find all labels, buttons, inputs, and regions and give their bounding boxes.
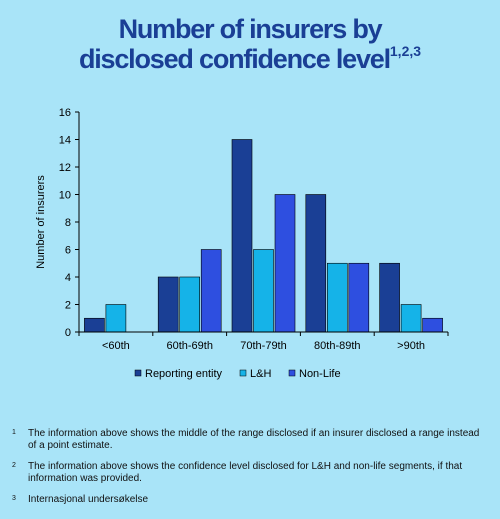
bar-reporting-entity-4 xyxy=(379,262,400,333)
bar-non-life-2 xyxy=(274,194,296,333)
x-tick-label: 80th-89th xyxy=(314,340,360,352)
bar-reporting-entity-1 xyxy=(157,276,179,333)
chart-title: Number of insurers by disclosed confiden… xyxy=(0,14,500,74)
title-superscript: 1,2,3 xyxy=(389,43,422,59)
legend-swatch-non-life xyxy=(288,369,296,377)
bar-non-life-3 xyxy=(348,262,370,333)
y-axis-label: Number of insurers xyxy=(35,175,47,269)
legend-label-l-h: L&H xyxy=(250,368,271,380)
x-tick-label: >90th xyxy=(397,340,425,352)
title-line-2-text: disclosed confidence level xyxy=(78,44,391,74)
y-tick-label: 14 xyxy=(59,135,71,147)
y-tick-label: 10 xyxy=(59,190,71,202)
x-axis-ticks: <60th 60th-69th 70th-79th 80th-89th >90th xyxy=(78,332,449,352)
footnote-number: 2 xyxy=(12,462,16,469)
footnote-number: 1 xyxy=(12,429,16,436)
footnotes: 1 The information above shows the middle… xyxy=(12,428,482,515)
bars xyxy=(84,139,443,333)
legend-label-reporting-entity: Reporting entity xyxy=(145,368,223,380)
bar-l-h-3 xyxy=(326,262,348,333)
x-tick-label: <60th xyxy=(102,340,130,352)
bar-l-h-1 xyxy=(179,276,200,333)
legend-swatch-reporting-entity xyxy=(134,369,142,377)
title-line-1: Number of insurers by xyxy=(118,14,383,44)
title-line-2: disclosed confidence level1,2,3 xyxy=(0,44,500,74)
bar-non-life-4 xyxy=(422,317,443,333)
bar-l-h-2 xyxy=(253,249,274,333)
footnote-text: Internasjonal undersøkelse xyxy=(28,494,149,505)
legend: Reporting entity L&H Non-Life xyxy=(134,368,341,380)
y-tick-label: 8 xyxy=(65,217,71,229)
legend-label-non-life: Non-Life xyxy=(299,368,341,380)
x-tick-label: 70th-79th xyxy=(240,340,286,352)
y-tick-label: 4 xyxy=(65,272,71,284)
x-tick-label: 60th-69th xyxy=(166,340,212,352)
y-tick-label: 12 xyxy=(59,162,71,174)
footnote-2: 2 The information above shows the confid… xyxy=(12,461,482,485)
bar-reporting-entity-3 xyxy=(305,194,327,333)
footnote-number: 3 xyxy=(12,495,16,502)
bar-reporting-entity-0 xyxy=(84,317,105,333)
bar-reporting-entity-2 xyxy=(231,139,253,333)
legend-swatch-l-h xyxy=(239,369,247,377)
y-tick-label: 0 xyxy=(65,327,71,339)
bar-l-h-0 xyxy=(105,304,127,333)
y-tick-label: 2 xyxy=(65,300,71,312)
bar-chart: 0 2 4 6 8 10 12 14 16 <60th 60th-69th 70th-79th 80t… xyxy=(35,107,449,380)
footnote-1: 1 The information above shows the middle… xyxy=(12,428,482,452)
y-axis-ticks: 0 2 4 6 8 10 12 14 16 xyxy=(59,107,79,339)
footnote-text: The information above shows the confiden… xyxy=(28,461,463,484)
footnote-3: 3 Internasjonal undersøkelse xyxy=(12,494,482,506)
bar-non-life-1 xyxy=(200,249,222,333)
bar-l-h-4 xyxy=(400,304,422,333)
y-tick-label: 6 xyxy=(65,245,71,257)
y-tick-label: 16 xyxy=(59,107,71,119)
footnote-text: The information above shows the middle o… xyxy=(28,428,480,451)
